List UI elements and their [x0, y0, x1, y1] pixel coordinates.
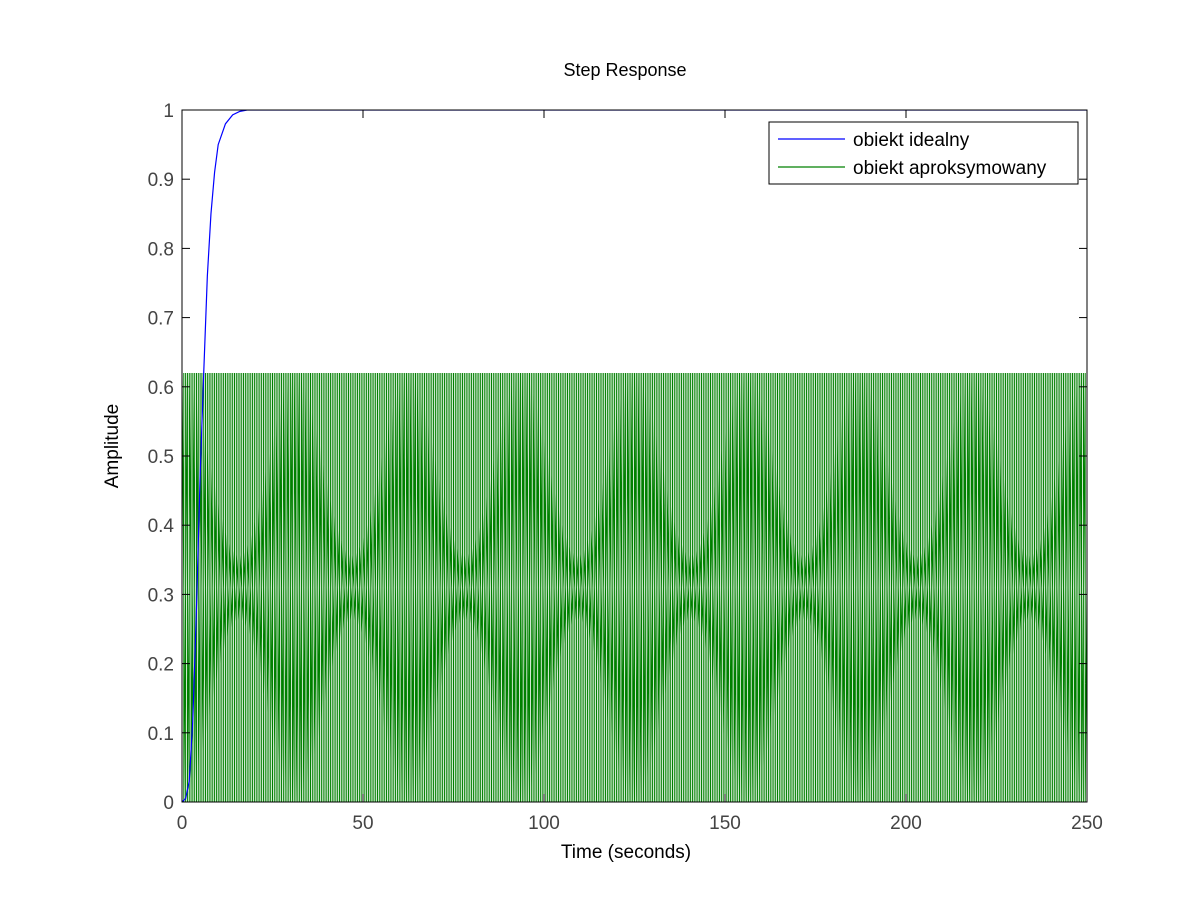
- y-axis-label: Amplitude: [102, 404, 123, 489]
- legend-box: [768, 121, 1079, 185]
- legend: obiekt idealny obiekt aproksymowany: [768, 121, 1079, 185]
- series-line-obiekt-aproksymowany: [182, 372, 1087, 802]
- x-tick-label: 250: [1071, 813, 1103, 834]
- y-tick-label: 0.6: [148, 378, 174, 399]
- y-tick-label: 0.7: [148, 309, 174, 330]
- legend-label-obiekt-aproksymowany: obiekt aproksymowany: [853, 158, 1047, 179]
- x-tick-label: 0: [177, 813, 188, 834]
- y-tick-label: 0.3: [148, 585, 174, 606]
- x-axis-ticks: 0 50 100 150 200 250: [177, 110, 1103, 834]
- series-line-obiekt-idealny: [182, 110, 1087, 802]
- series-obiekt-aproksymowany: [182, 372, 1087, 802]
- x-tick-label: 100: [528, 813, 560, 834]
- y-tick-label: 0.5: [148, 447, 174, 468]
- y-tick-label: 0.1: [148, 724, 174, 745]
- y-tick-label: 0.2: [148, 655, 174, 676]
- x-axis-label: Time (seconds): [561, 842, 691, 863]
- y-tick-label: 0.4: [148, 516, 175, 537]
- x-tick-label: 200: [890, 813, 922, 834]
- y-tick-label: 0.9: [148, 170, 174, 191]
- y-axis-ticks: 0 0.1 0.2 0.3 0.4 0.5 0.6 0.7 0.8 0.9 1: [148, 101, 1087, 814]
- chart-title: Step Response: [563, 60, 686, 80]
- y-tick-label: 0.8: [148, 239, 174, 260]
- y-tick-label: 1: [163, 101, 174, 122]
- series-obiekt-idealny: [182, 110, 1087, 802]
- plot-area: 0 50 100 150 200 250 0 0.1 0.2 0.3 0.4 0.5 0.6 0.7 0.…: [148, 101, 1103, 834]
- x-tick-label: 150: [709, 813, 741, 834]
- x-tick-label: 50: [352, 813, 373, 834]
- y-tick-label: 0: [163, 793, 174, 814]
- legend-label-obiekt-idealny: obiekt idealny: [853, 130, 970, 151]
